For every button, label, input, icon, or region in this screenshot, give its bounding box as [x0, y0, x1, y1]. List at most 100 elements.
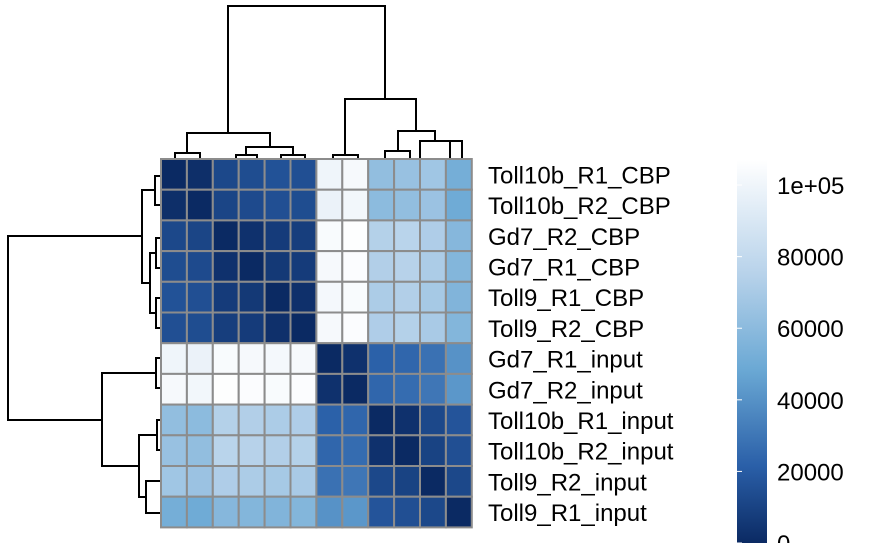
heatmap-cell [444, 434, 473, 467]
heatmap-cell [367, 188, 396, 222]
heatmap-cell [393, 188, 422, 222]
row-label: Toll9_R1_CBP [488, 285, 644, 312]
heatmap-cell [237, 465, 266, 498]
heatmap-cell [419, 158, 447, 191]
heatmap-cell [315, 372, 344, 406]
heatmap-cell [315, 465, 344, 498]
heatmap-cell [211, 280, 240, 314]
heatmap-cell [263, 434, 292, 467]
heatmap-cell [160, 250, 188, 283]
heatmap-cell [419, 188, 447, 222]
heatmap-cell [419, 372, 447, 406]
heatmap-cell [419, 311, 447, 345]
heatmap-cell [393, 342, 422, 375]
heatmap-cell [341, 465, 370, 498]
heatmap-cell [263, 311, 292, 345]
heatmap-cell [185, 495, 214, 529]
heatmap-cell [237, 403, 266, 437]
legend-tick-label: 20000 [777, 459, 844, 486]
heatmap-cell [185, 158, 214, 191]
heatmap-cell [419, 403, 447, 437]
heatmap-cell [289, 465, 318, 498]
heatmap-cell [341, 188, 370, 222]
heatmap-cell [263, 372, 292, 406]
row-label: Gd7_R2_CBP [488, 224, 640, 251]
heatmap-cell [160, 465, 188, 498]
heatmap-cell [289, 342, 318, 375]
heatmap-cell [237, 158, 266, 191]
heatmap-cell [444, 188, 473, 222]
heatmap-cell [315, 495, 344, 529]
row-labels: Toll10b_R1_CBP Toll10b_R2_CBP Gd7_R2_CBP Gd… [488, 162, 674, 527]
heatmap-cell [289, 403, 318, 437]
heatmap-cell [367, 280, 396, 314]
heatmap-cell [315, 188, 344, 222]
heatmap-cell [419, 342, 447, 375]
heatmap-cell [160, 188, 188, 222]
row-dendrogram [7, 175, 161, 514]
heatmap-cell [211, 495, 240, 529]
heatmap-cell [315, 158, 344, 191]
heatmap-cell [393, 403, 422, 437]
heatmap-cell [211, 372, 240, 406]
color-legend-bar [737, 160, 767, 543]
heatmap-cell [185, 372, 214, 406]
heatmap-cell [341, 158, 370, 191]
heatmap-cell [341, 250, 370, 283]
heatmap-cell [393, 280, 422, 314]
heatmap-cell [419, 465, 447, 498]
heatmap-cell [160, 280, 188, 314]
heatmap-cell [367, 495, 396, 529]
row-label: Gd7_R1_input [488, 347, 643, 374]
row-label: Toll10b_R2_input [488, 439, 674, 466]
heatmap-cell [160, 403, 188, 437]
heatmap-cell [419, 250, 447, 283]
heatmap-cell [237, 280, 266, 314]
legend-tick-label: 0 [777, 531, 790, 543]
heatmap-cell [289, 495, 318, 529]
row-label: Toll9_R1_input [488, 500, 647, 527]
heatmap-cell [315, 280, 344, 314]
heatmap-cell [444, 403, 473, 437]
row-label: Toll9_R2_CBP [488, 316, 644, 343]
heatmap-cell [263, 219, 292, 253]
heatmap-cell [211, 342, 240, 375]
legend-tick-label: 1e+05 [777, 173, 844, 200]
heatmap-cell [263, 465, 292, 498]
heatmap-cell [315, 342, 344, 375]
heatmap-cell [341, 403, 370, 437]
legend-tick-label: 60000 [777, 316, 844, 343]
legend-tick-label: 40000 [777, 388, 844, 415]
heatmap-cell [444, 250, 473, 283]
row-label: Gd7_R2_input [488, 377, 643, 404]
heatmap-cell [315, 434, 344, 467]
heatmap-cell [315, 311, 344, 345]
heatmap-cell [393, 158, 422, 191]
heatmap-cell [367, 372, 396, 406]
heatmap-cell [211, 250, 240, 283]
row-label: Toll10b_R2_CBP [488, 193, 671, 220]
color-legend: 0 20000 40000 60000 80000 1e+05 [737, 160, 844, 543]
heatmap-cell [263, 250, 292, 283]
heatmap-cell [185, 188, 214, 222]
heatmap-cell [289, 280, 318, 314]
heatmap-cell [341, 342, 370, 375]
row-label: Toll10b_R1_CBP [488, 162, 671, 189]
heatmap-cell [444, 465, 473, 498]
heatmap-cell [341, 311, 370, 345]
heatmap-cell [263, 495, 292, 529]
heatmap-cell [185, 219, 214, 253]
heatmap-cell [160, 372, 188, 406]
heatmap-cell [211, 465, 240, 498]
row-label: Toll10b_R1_input [488, 408, 674, 435]
heatmap-cell [444, 372, 473, 406]
heatmap-cell [185, 311, 214, 345]
heatmap-cell [185, 342, 214, 375]
heatmap-cell [237, 219, 266, 253]
heatmap-cell [237, 342, 266, 375]
heatmap-cell [367, 311, 396, 345]
heatmap-cell [211, 434, 240, 467]
heatmap-cell [289, 372, 318, 406]
heatmap-cell [185, 280, 214, 314]
